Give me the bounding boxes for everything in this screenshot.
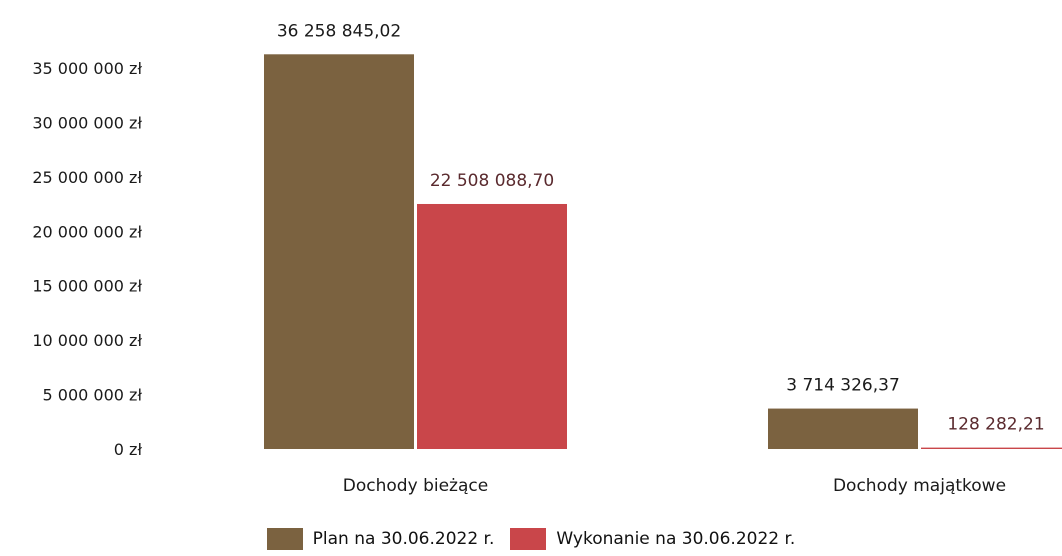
data-label: 3 714 326,37 [786, 376, 900, 396]
x-tick-label: Dochody bieżące [343, 476, 488, 496]
bar [264, 54, 414, 450]
bar [921, 447, 1062, 449]
data-label: 36 258 845,02 [277, 21, 401, 41]
bar-chart-plot: 0 zł 5 000 000 zł 10 000 000 zł 15 000 000 … [32, 21, 1062, 496]
y-tick-label: 10 000 000 zł [32, 331, 142, 350]
y-tick-label: 15 000 000 zł [32, 277, 142, 296]
bar [768, 408, 918, 449]
y-tick-label: 0 zł [114, 440, 143, 459]
legend-swatch-wykonanie [510, 528, 547, 550]
legend-item-wykonanie: Wykonanie na 30.06.2022 r. [510, 528, 795, 550]
y-tick-label: 30 000 000 zł [32, 113, 142, 132]
y-tick-label: 5 000 000 zł [43, 386, 143, 405]
y-tick-label: 20 000 000 zł [32, 222, 142, 241]
data-label: 128 282,21 [947, 415, 1044, 435]
legend-label-plan: Plan na 30.06.2022 r. [312, 529, 495, 549]
x-tick-label: Dochody majątkowe [833, 476, 1006, 496]
y-tick-label: 25 000 000 zł [32, 168, 142, 187]
legend-item-plan: Plan na 30.06.2022 r. [266, 528, 495, 550]
legend-label-wykonanie: Wykonanie na 30.06.2022 r. [556, 529, 796, 549]
data-label: 22 508 088,70 [430, 171, 554, 191]
legend-swatch-plan [266, 528, 303, 550]
bar [417, 203, 567, 449]
legend: Plan na 30.06.2022 r. Wykonanie na 30.06… [0, 528, 1062, 550]
y-tick-label: 35 000 000 zł [32, 59, 142, 78]
